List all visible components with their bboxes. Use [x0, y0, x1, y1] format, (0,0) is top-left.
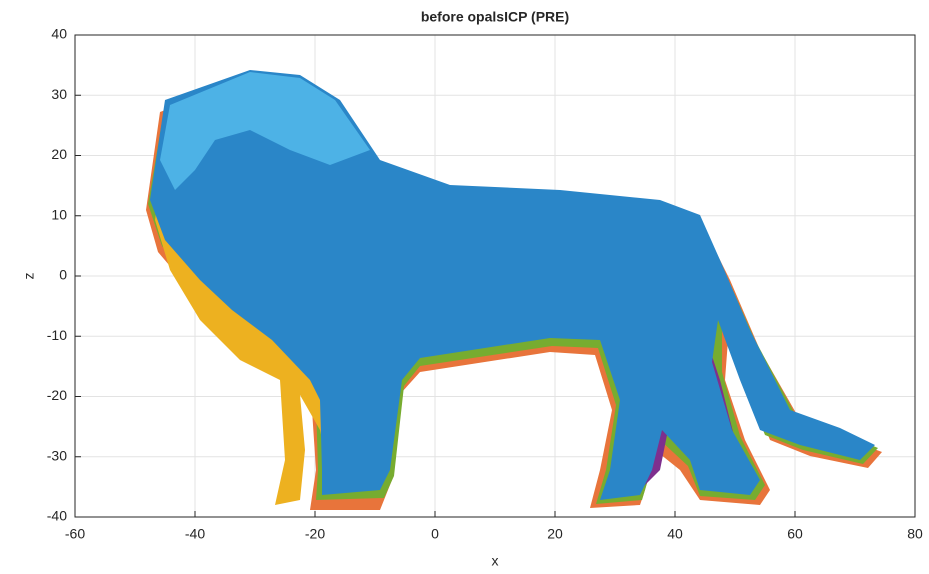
- x-tick-label: 60: [787, 526, 803, 542]
- x-tick-label: -40: [185, 526, 205, 542]
- y-tick-label: -30: [47, 447, 67, 463]
- x-tick-label: 80: [907, 526, 923, 542]
- y-axis-label: z: [21, 273, 37, 280]
- y-tick-label: 0: [59, 267, 67, 283]
- y-tick-label: -20: [47, 387, 67, 403]
- y-tick-label: 40: [51, 26, 67, 42]
- x-tick-label: 0: [431, 526, 439, 542]
- y-tick-label: 30: [51, 86, 67, 102]
- y-tick-label: -10: [47, 327, 67, 343]
- x-tick-label: 40: [667, 526, 683, 542]
- x-tick-label: -60: [65, 526, 85, 542]
- x-tick-label: -20: [305, 526, 325, 542]
- page: {"chart_data": {"type": "scatter", "titl…: [0, 0, 929, 574]
- y-tick-label: 20: [51, 146, 67, 162]
- y-tick-label: 10: [51, 206, 67, 222]
- x-tick-label: 20: [547, 526, 563, 542]
- x-axis-label: x: [492, 553, 499, 569]
- chart-title: before opalsICP (PRE): [421, 9, 569, 25]
- y-tick-label: -40: [47, 508, 67, 524]
- chart: -60-40-20020406080-40-30-20-10010203040 …: [0, 0, 929, 574]
